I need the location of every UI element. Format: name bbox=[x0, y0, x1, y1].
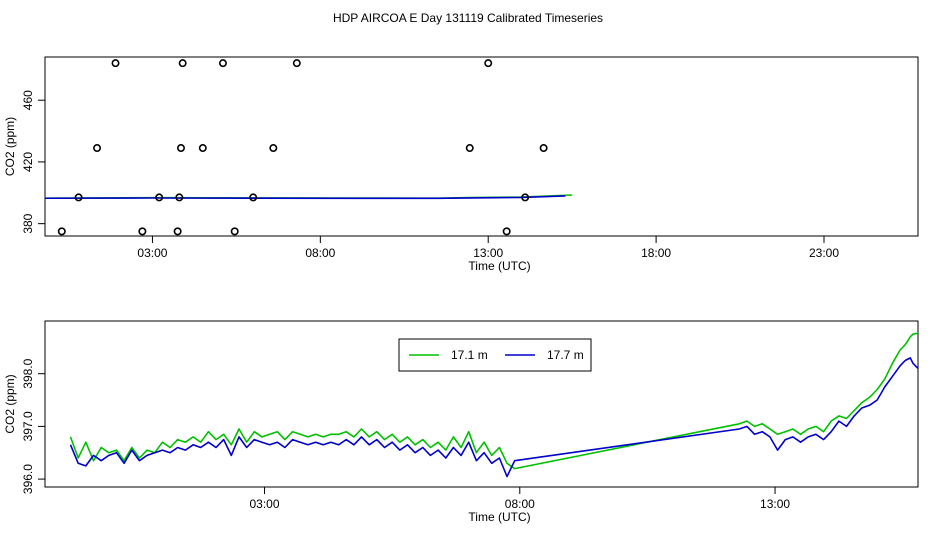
panel-bottom-chart: 03:00 08:00 13:00 Time (UTC) 396.0 397.0 398.0… bbox=[3, 320, 919, 524]
scatter-point bbox=[484, 59, 493, 68]
plot-frame bbox=[44, 56, 919, 237]
scatter-point bbox=[175, 193, 184, 202]
x-axis-label: Time (UTC) bbox=[468, 259, 530, 273]
scatter-point bbox=[198, 144, 207, 153]
plot-frame bbox=[44, 320, 919, 488]
scatter-point bbox=[539, 144, 548, 153]
y-tick-label: 396.0 bbox=[21, 464, 35, 494]
x-tick-label: 08:00 bbox=[305, 246, 335, 260]
scatter-point bbox=[57, 227, 66, 236]
scatter-point bbox=[502, 227, 511, 236]
scatter-point bbox=[138, 227, 147, 236]
scatter-point bbox=[218, 59, 227, 68]
y-tick-label: 420 bbox=[21, 152, 35, 172]
x-tick-label: 23:00 bbox=[809, 246, 839, 260]
scatter-point bbox=[230, 227, 239, 236]
y-tick-label: 380 bbox=[21, 213, 35, 233]
scatter-point bbox=[74, 193, 83, 202]
x-tick-label: 03:00 bbox=[250, 497, 280, 511]
x-tick-label: 13:00 bbox=[473, 246, 503, 260]
y-axis-label: CO2 (ppm) bbox=[3, 117, 17, 176]
y-tick-label: 397.0 bbox=[21, 411, 35, 441]
scatter-point bbox=[93, 144, 102, 153]
x-tick-label: 03:00 bbox=[137, 246, 167, 260]
x-tick-label: 08:00 bbox=[505, 497, 535, 511]
scatter-point bbox=[269, 144, 278, 153]
series-line-17-1-m bbox=[69, 332, 918, 470]
scatter-point bbox=[111, 59, 120, 68]
scatter-point bbox=[176, 144, 185, 153]
y-tick-label: 460 bbox=[21, 90, 35, 110]
scatter-point bbox=[173, 227, 182, 236]
x-tick-label: 13:00 bbox=[760, 497, 790, 511]
page-title: HDP AIRCOA E Day 131119 Calibrated Times… bbox=[333, 11, 603, 25]
legend-label: 17.7 m bbox=[547, 348, 584, 362]
legend-label: 17.1 m bbox=[451, 348, 488, 362]
scatter-point bbox=[178, 59, 187, 68]
y-axis-label: CO2 (ppm) bbox=[3, 374, 17, 433]
x-tick-label: 18:00 bbox=[641, 246, 671, 260]
legend: 17.1 m 17.7 m bbox=[398, 338, 592, 372]
series-group bbox=[69, 332, 918, 478]
scatter-point bbox=[249, 193, 258, 202]
scatter-point bbox=[465, 144, 474, 153]
series-line-blue bbox=[45, 195, 566, 200]
scatter-point bbox=[292, 59, 301, 68]
scatter-point bbox=[521, 193, 530, 202]
scatter-point bbox=[155, 193, 164, 202]
series-group bbox=[45, 194, 573, 200]
series-line-17-7-m bbox=[69, 357, 918, 478]
panel-top-chart: 03:00 08:00 13:00 18:00 23:00 Time (UTC) 380 42… bbox=[3, 56, 919, 273]
x-axis-label: Time (UTC) bbox=[468, 510, 530, 524]
y-tick-label: 398.0 bbox=[21, 358, 35, 388]
